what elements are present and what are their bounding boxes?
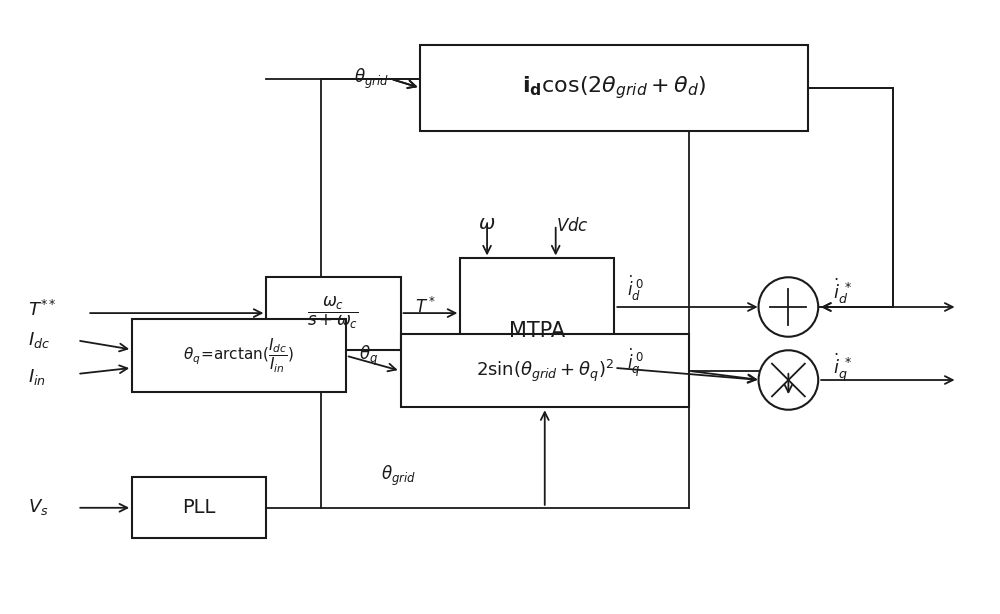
Text: $I_{dc}$: $I_{dc}$ xyxy=(28,330,50,351)
Bar xyxy=(401,335,689,408)
Bar xyxy=(420,45,808,131)
Bar xyxy=(460,258,614,405)
Bar xyxy=(132,477,266,538)
Text: $\theta_q\!=\!\arctan(\dfrac{I_{dc}}{I_{in}})$: $\theta_q\!=\!\arctan(\dfrac{I_{dc}}{I_{… xyxy=(183,336,295,375)
Text: $\dot{i}_d^{\ *}$: $\dot{i}_d^{\ *}$ xyxy=(833,277,853,306)
Bar xyxy=(132,319,346,392)
Text: $\dot{i}_q^{\ *}$: $\dot{i}_q^{\ *}$ xyxy=(833,352,853,384)
Text: $V_s$: $V_s$ xyxy=(28,497,48,516)
Text: $\theta_{grid}$: $\theta_{grid}$ xyxy=(354,67,389,91)
Text: $I_{in}$: $I_{in}$ xyxy=(28,367,46,387)
Bar xyxy=(266,276,401,349)
Ellipse shape xyxy=(759,350,818,410)
Text: $T^*$: $T^*$ xyxy=(415,297,437,317)
Text: $\dot{i}_d^{\ 0}$: $\dot{i}_d^{\ 0}$ xyxy=(627,274,644,303)
Text: $T^{**}$: $T^{**}$ xyxy=(28,300,57,320)
Ellipse shape xyxy=(759,278,818,336)
Text: $\mathbf{i_d}\cos(2\theta_{grid}+\theta_d)$: $\mathbf{i_d}\cos(2\theta_{grid}+\theta_… xyxy=(522,74,707,101)
Text: $\dot{i}_q^{\ 0}$: $\dot{i}_q^{\ 0}$ xyxy=(627,347,644,379)
Text: $Vdc$: $Vdc$ xyxy=(556,217,589,235)
Text: PLL: PLL xyxy=(182,499,216,517)
Text: $\theta_{grid}$: $\theta_{grid}$ xyxy=(381,464,416,488)
Text: $\theta_q$: $\theta_q$ xyxy=(359,344,378,368)
Text: $2\sin(\theta_{grid}+\theta_q)^2$: $2\sin(\theta_{grid}+\theta_q)^2$ xyxy=(476,358,614,384)
Text: MTPA: MTPA xyxy=(509,321,565,341)
Text: $\omega$: $\omega$ xyxy=(478,214,496,233)
Text: $\dfrac{\omega_c}{s+\omega_c}$: $\dfrac{\omega_c}{s+\omega_c}$ xyxy=(307,295,359,331)
